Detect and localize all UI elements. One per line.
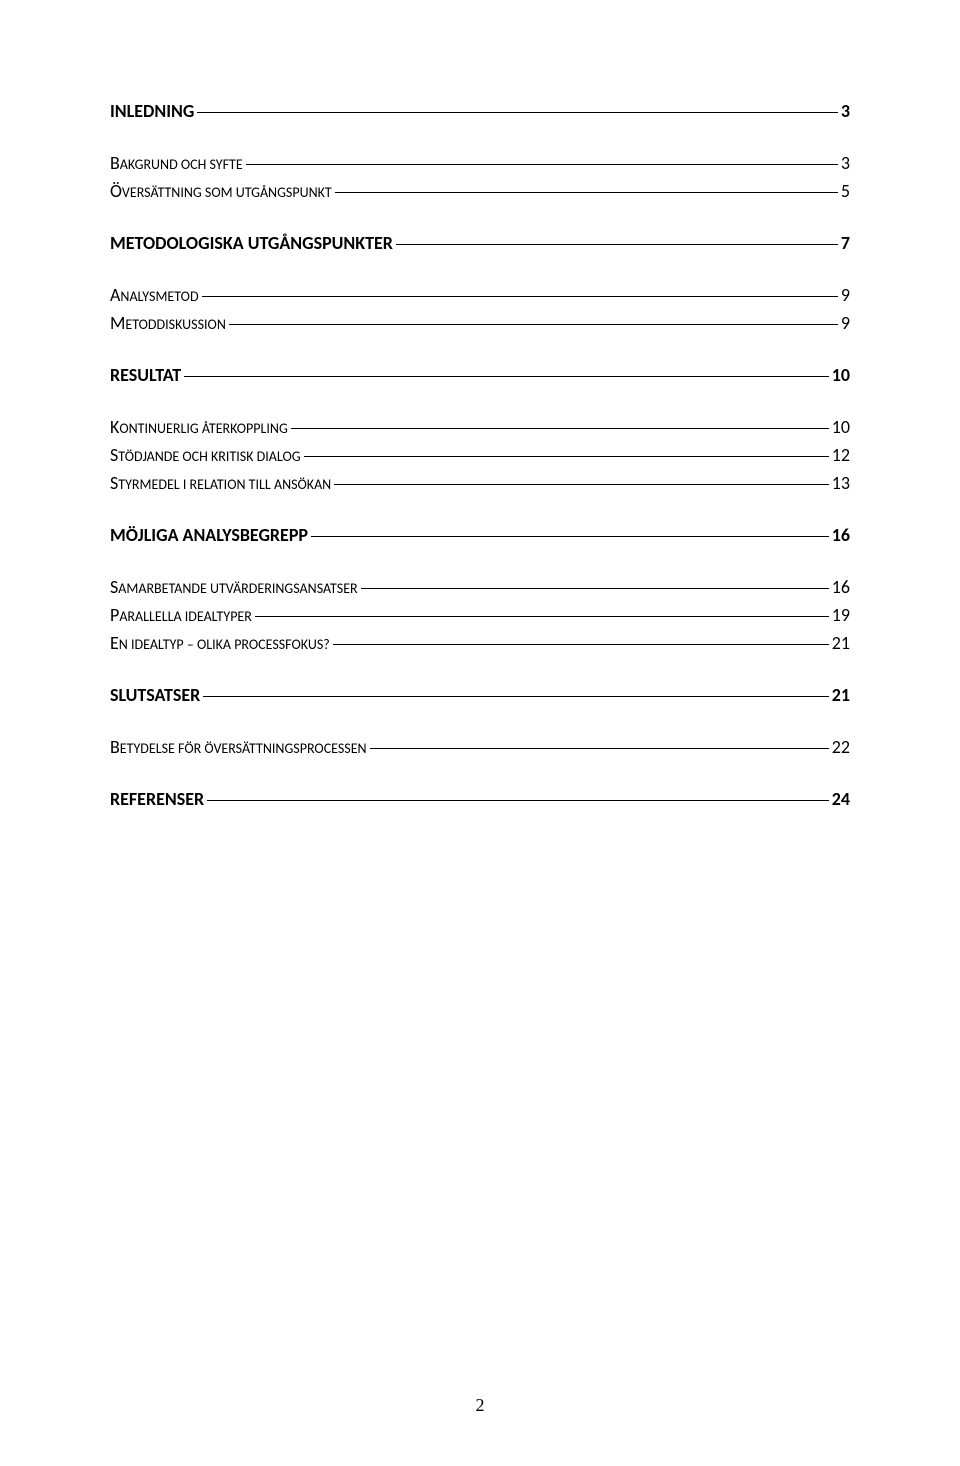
toc-entry: BETYDELSE FÖR ÖVERSÄTTNINGSPROCESSEN 22 [110, 736, 850, 758]
toc-leader [311, 536, 829, 537]
toc-leader [304, 456, 829, 457]
toc-page: 16 [832, 524, 850, 546]
toc-entry: INLEDNING 3 [110, 100, 850, 122]
toc-page: 5 [841, 180, 850, 202]
toc-label: BETYDELSE FÖR ÖVERSÄTTNINGSPROCESSEN [110, 736, 367, 758]
toc-page: 3 [841, 152, 850, 174]
toc-leader [203, 696, 828, 697]
toc-label: PARALLELLA IDEALTYPER [110, 604, 252, 626]
toc-entry: PARALLELLA IDEALTYPER 19 [110, 604, 850, 626]
toc-leader [361, 588, 829, 589]
toc-leader [370, 748, 829, 749]
toc-label: STÖDJANDE OCH KRITISK DIALOG [110, 444, 301, 466]
toc-leader [229, 324, 838, 325]
toc-leader [333, 644, 829, 645]
toc-label: BAKGRUND OCH SYFTE [110, 152, 243, 174]
toc-entry: STÖDJANDE OCH KRITISK DIALOG 12 [110, 444, 850, 466]
toc-page: 13 [832, 472, 850, 494]
toc-group: REFERENSER 24 [110, 788, 850, 810]
toc-entry: BAKGRUND OCH SYFTE 3 [110, 152, 850, 174]
toc-group: BAKGRUND OCH SYFTE 3 ÖVERSÄTTNING SOM UTGÅ… [110, 152, 850, 202]
toc-label: INLEDNING [110, 100, 194, 122]
toc-label: REFERENSER [110, 788, 204, 810]
toc-label: ÖVERSÄTTNING SOM UTGÅNGSPUNKT [110, 180, 332, 202]
toc-label: SAMARBETANDE UTVÄRDERINGSANSATSER [110, 576, 358, 598]
toc-group: SAMARBETANDE UTVÄRDERINGSANSATSER 16 PARAL… [110, 576, 850, 654]
toc-group: RESULTAT 10 [110, 364, 850, 386]
toc-page: 9 [841, 284, 850, 306]
table-of-contents: INLEDNING 3 BAKGRUND OCH SYFTE 3 ÖVERSÄTTNIN… [110, 100, 850, 810]
toc-group: BETYDELSE FÖR ÖVERSÄTTNINGSPROCESSEN 22 [110, 736, 850, 758]
toc-leader [255, 616, 829, 617]
toc-leader [335, 192, 838, 193]
toc-label: ANALYSMETOD [110, 284, 199, 306]
toc-entry: RESULTAT 10 [110, 364, 850, 386]
toc-page: 10 [832, 364, 850, 386]
toc-label: SLUTSATSER [110, 684, 200, 706]
toc-page: 7 [841, 232, 850, 254]
toc-page: 12 [832, 444, 850, 466]
toc-entry: EN IDEALTYP – OLIKA PROCESSFOKUS? 21 [110, 632, 850, 654]
toc-label: STYRMEDEL I RELATION TILL ANSÖKAN [110, 472, 331, 494]
toc-page: 9 [841, 312, 850, 334]
toc-group: ANALYSMETOD 9 METODDISKUSSION 9 [110, 284, 850, 334]
toc-entry: KONTINUERLIG ÅTERKOPPLING 10 [110, 416, 850, 438]
toc-entry: STYRMEDEL I RELATION TILL ANSÖKAN 13 [110, 472, 850, 494]
toc-leader [197, 112, 838, 113]
toc-group: KONTINUERLIG ÅTERKOPPLING 10 STÖDJANDE OCH… [110, 416, 850, 494]
toc-leader [291, 428, 829, 429]
toc-entry: ÖVERSÄTTNING SOM UTGÅNGSPUNKT 5 [110, 180, 850, 202]
toc-label: EN IDEALTYP – OLIKA PROCESSFOKUS? [110, 632, 330, 654]
toc-label: KONTINUERLIG ÅTERKOPPLING [110, 416, 288, 438]
toc-entry: SLUTSATSER 21 [110, 684, 850, 706]
page-number: 2 [0, 1395, 960, 1416]
toc-page: 21 [832, 684, 850, 706]
toc-page: 3 [841, 100, 850, 122]
toc-leader [396, 244, 838, 245]
toc-page: 19 [832, 604, 850, 626]
toc-page: 21 [832, 632, 850, 654]
toc-leader [202, 296, 838, 297]
toc-group: SLUTSATSER 21 [110, 684, 850, 706]
toc-page: 10 [832, 416, 850, 438]
toc-leader [246, 164, 838, 165]
toc-page: 16 [832, 576, 850, 598]
toc-entry: MÖJLIGA ANALYSBEGREPP 16 [110, 524, 850, 546]
toc-label: MÖJLIGA ANALYSBEGREPP [110, 524, 308, 546]
toc-leader [334, 484, 829, 485]
toc-group: MÖJLIGA ANALYSBEGREPP 16 [110, 524, 850, 546]
toc-group: METODOLOGISKA UTGÅNGSPUNKTER 7 [110, 232, 850, 254]
toc-page: 24 [832, 788, 850, 810]
toc-entry: METODDISKUSSION 9 [110, 312, 850, 334]
toc-entry: REFERENSER 24 [110, 788, 850, 810]
toc-entry: ANALYSMETOD 9 [110, 284, 850, 306]
toc-leader [207, 800, 829, 801]
toc-leader [184, 376, 829, 377]
toc-label: RESULTAT [110, 364, 181, 386]
toc-entry: METODOLOGISKA UTGÅNGSPUNKTER 7 [110, 232, 850, 254]
toc-entry: SAMARBETANDE UTVÄRDERINGSANSATSER 16 [110, 576, 850, 598]
toc-group: INLEDNING 3 [110, 100, 850, 122]
toc-label: METODDISKUSSION [110, 312, 226, 334]
toc-page: 22 [832, 736, 850, 758]
toc-label: METODOLOGISKA UTGÅNGSPUNKTER [110, 232, 393, 254]
